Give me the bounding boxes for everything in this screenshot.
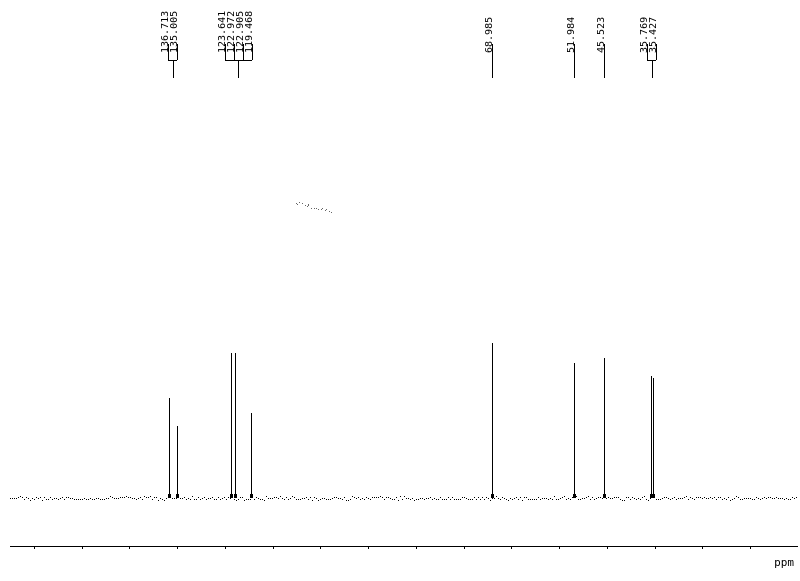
x-axis-line — [10, 546, 798, 547]
spectrum-peak — [251, 413, 252, 498]
peak-ppm-label: 45.523 — [596, 17, 607, 53]
peak-ppm-label: 35.427 — [648, 17, 659, 53]
spectrum-peak — [604, 358, 605, 498]
peak-ppm-label: 68.985 — [484, 17, 495, 53]
spectrum-peak — [231, 353, 232, 498]
spectrum-peak — [653, 378, 654, 498]
nmr-spectrum: 136.713135.005123.641122.972122.905119.4… — [0, 0, 800, 581]
peak-ppm-label: 119.468 — [244, 11, 255, 53]
peak-ppm-label: 135.005 — [169, 11, 180, 53]
spectrum-peak — [169, 398, 170, 498]
peak-ppm-label: 51.984 — [566, 17, 577, 53]
spectrum-peak — [574, 363, 575, 498]
spectrum-peak — [235, 358, 236, 498]
spectrum-peak — [177, 426, 178, 498]
axis-title: ppm — [774, 556, 794, 569]
spectrum-peak — [492, 343, 493, 498]
